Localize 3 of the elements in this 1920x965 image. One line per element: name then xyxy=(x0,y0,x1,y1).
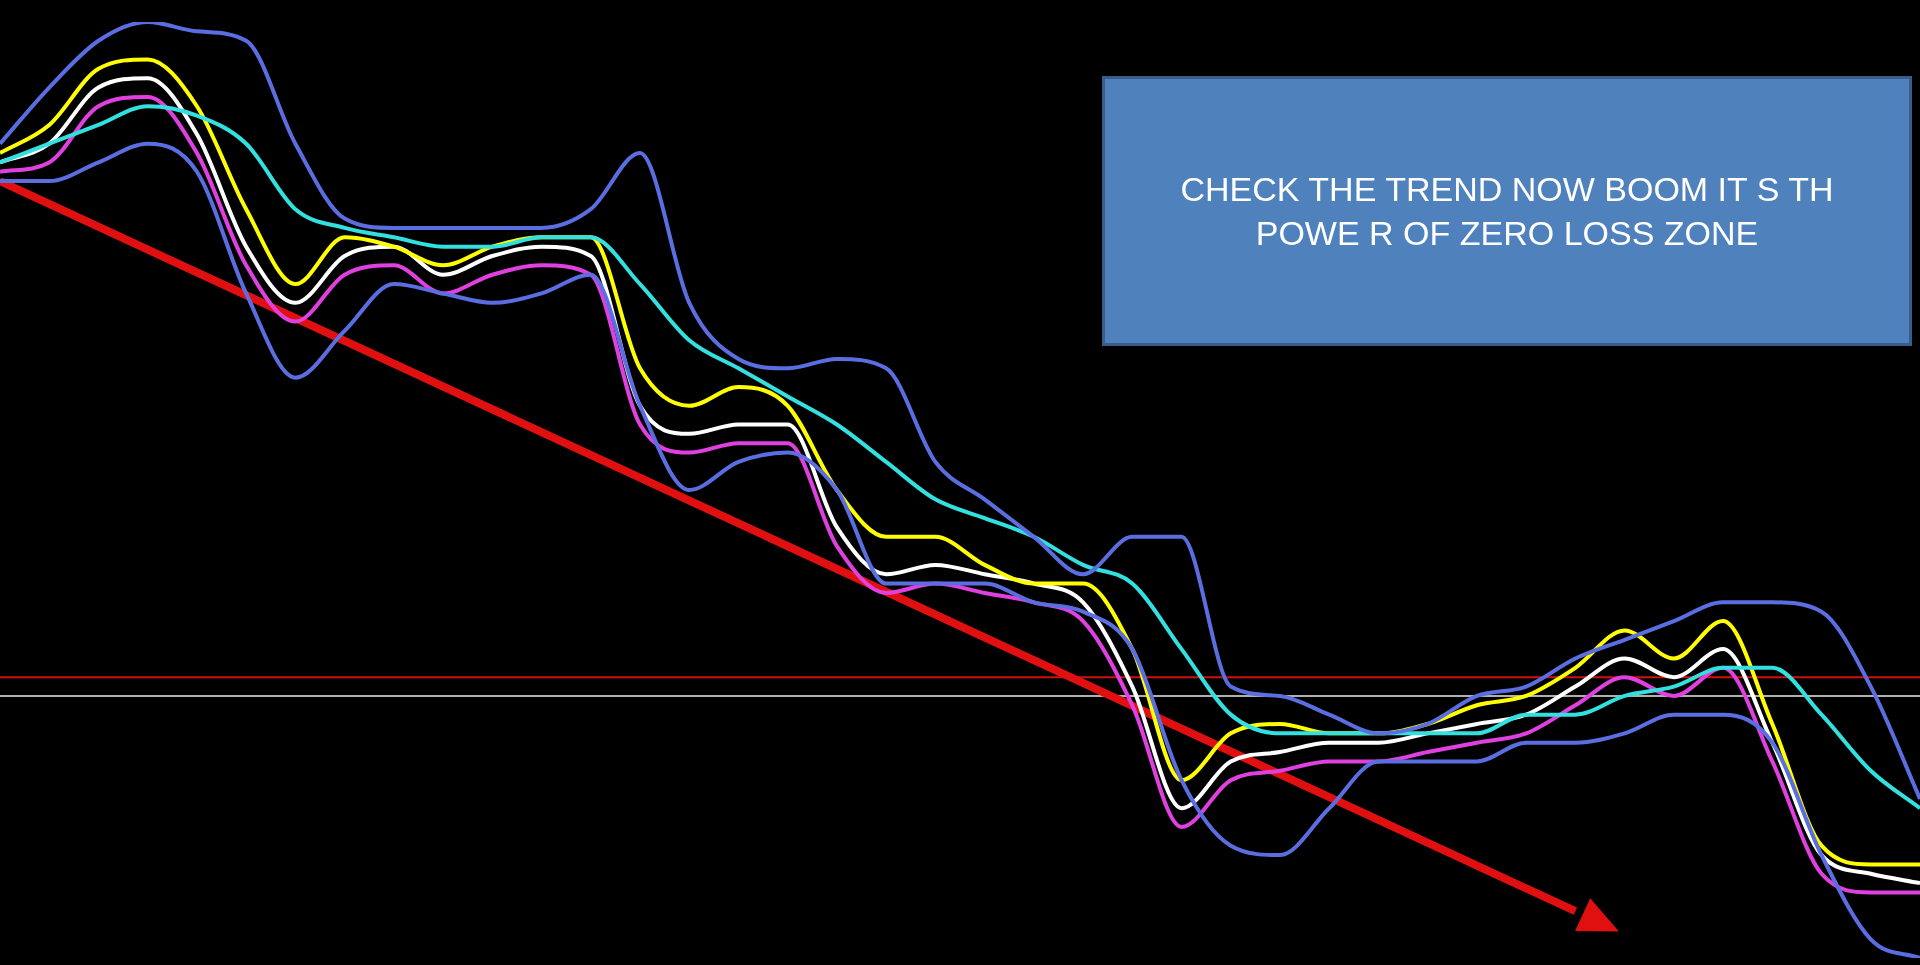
annotation: POWE R OF ZERO LOSS ZONE xyxy=(1255,213,1759,254)
callout-box: CHECK THE TREND NOW BOOM IT S TH POWE R OF ZERO LOSS ZONE xyxy=(1102,76,1912,346)
annotation: CHECK THE TREND NOW BOOM IT S TH xyxy=(1180,169,1834,210)
